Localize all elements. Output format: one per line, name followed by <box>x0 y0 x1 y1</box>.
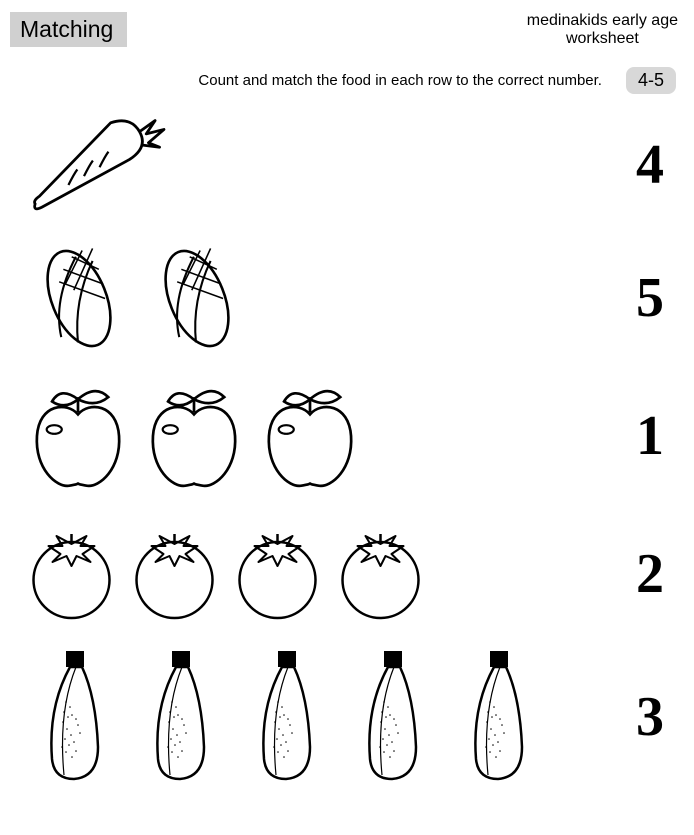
food-items <box>24 647 546 787</box>
age-range-badge: 4-5 <box>626 67 676 94</box>
header: Matching medinakids early age worksheet <box>0 0 694 49</box>
food-items <box>24 381 364 491</box>
corn-icon <box>24 238 134 358</box>
carrot-icon <box>24 105 174 225</box>
apple-icon <box>24 381 132 491</box>
brand-text: medinakids early age worksheet <box>527 12 678 49</box>
tomato-icon <box>127 524 222 624</box>
worksheet-row: 4 <box>24 100 680 230</box>
match-number: 4 <box>620 133 680 197</box>
match-number: 5 <box>620 266 680 330</box>
banana-icon <box>130 647 228 787</box>
tomato-icon <box>230 524 325 624</box>
food-items <box>24 524 428 624</box>
worksheet-row: 5 <box>24 230 680 366</box>
food-items <box>24 238 252 358</box>
brand-line-1: medinakids early age <box>527 12 678 30</box>
banana-icon <box>236 647 334 787</box>
worksheet-row: 2 <box>24 506 680 642</box>
match-number: 2 <box>620 542 680 606</box>
match-number: 3 <box>620 685 680 749</box>
instructions-text: Count and match the food in each row to … <box>198 72 602 89</box>
banana-icon <box>24 647 122 787</box>
worksheet-row: 3 <box>24 642 680 792</box>
tomato-icon <box>24 524 119 624</box>
food-items <box>24 105 174 225</box>
tomato-icon <box>333 524 428 624</box>
worksheet-rows: 4 5 1 2 3 <box>0 94 694 792</box>
page-title: Matching <box>10 12 127 47</box>
banana-icon <box>448 647 546 787</box>
banana-icon <box>342 647 440 787</box>
apple-icon <box>256 381 364 491</box>
match-number: 1 <box>620 404 680 468</box>
worksheet-row: 1 <box>24 366 680 506</box>
sub-header: Count and match the food in each row to … <box>0 49 694 94</box>
corn-icon <box>142 238 252 358</box>
apple-icon <box>140 381 248 491</box>
brand-line-2: worksheet <box>527 30 678 48</box>
